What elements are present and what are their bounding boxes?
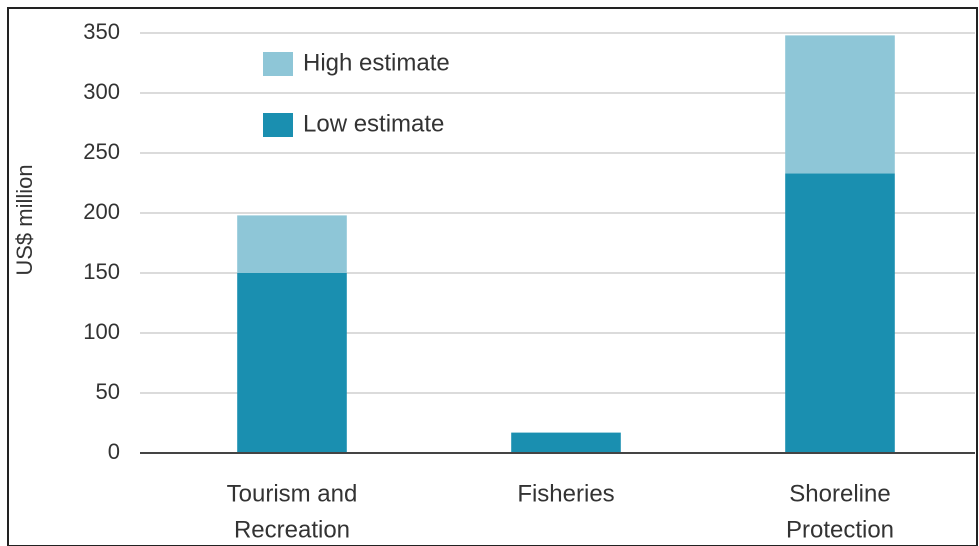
legend-label: High estimate: [303, 49, 450, 76]
legend-label: Low estimate: [303, 110, 444, 137]
x-tick-label: Recreation: [234, 516, 350, 543]
legend-swatch: [263, 52, 293, 76]
y-tick-label: 50: [96, 379, 120, 404]
y-tick-label: 300: [83, 79, 120, 104]
bar-segment: [237, 273, 347, 453]
y-tick-label: 150: [83, 259, 120, 284]
x-tick-label: Tourism and: [227, 480, 358, 507]
x-tick-label: Fisheries: [517, 480, 614, 507]
y-tick-label: 250: [83, 139, 120, 164]
bar-segment: [785, 173, 895, 453]
y-tick-label: 100: [83, 319, 120, 344]
y-tick-label: 0: [108, 439, 120, 464]
y-tick-label: 200: [83, 199, 120, 224]
y-tick-label: 350: [83, 19, 120, 44]
bar-segment: [237, 215, 347, 273]
bar-segment: [511, 432, 621, 453]
x-tick-label: Protection: [786, 516, 894, 543]
frame: [7, 7, 978, 546]
y-axis-label: US$ million: [12, 164, 37, 275]
bar-segment: [785, 35, 895, 174]
x-tick-label: Shoreline: [789, 480, 890, 507]
legend-swatch: [263, 113, 293, 137]
